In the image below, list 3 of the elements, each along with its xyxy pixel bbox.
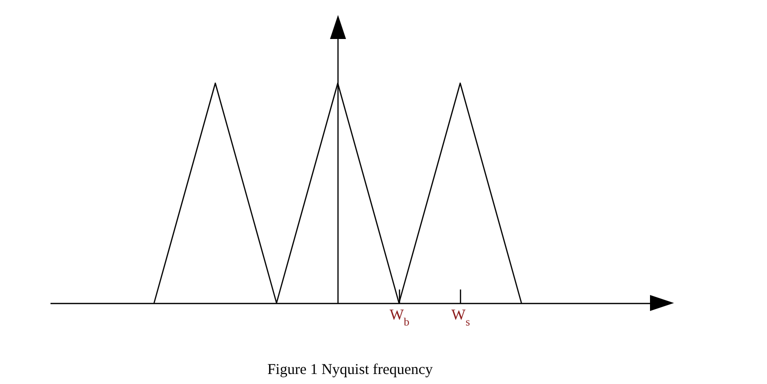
text: Figure 1 Nyquist frequency <box>267 362 434 378</box>
x-tick-label: W$_{b}$ <box>390 308 410 328</box>
x-tick-label: W$_{s}$ <box>451 308 470 328</box>
